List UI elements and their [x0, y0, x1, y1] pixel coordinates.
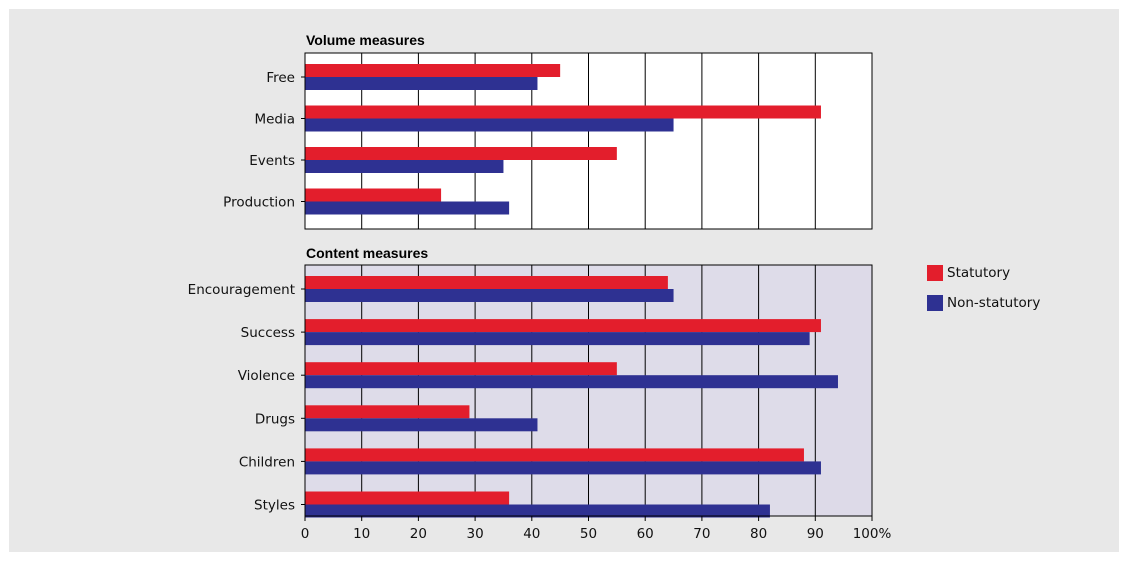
category-label-violence: Violence	[238, 368, 295, 384]
bar-content-children-statutory	[305, 448, 804, 462]
bar-volume-events-non-statutory	[305, 160, 504, 173]
x-tick-label-0: 0	[301, 526, 310, 542]
category-label-drugs: Drugs	[255, 411, 295, 427]
bar-content-encouragement-statutory	[305, 276, 668, 289]
bar-content-styles-non-statutory	[305, 504, 770, 518]
bar-volume-media-non-statutory	[305, 118, 674, 132]
x-tick-label-30: 30	[467, 526, 484, 542]
legend-label-non-statutory: Non-statutory	[947, 295, 1041, 311]
legend-swatch-non-statutory	[927, 295, 943, 311]
bar-volume-media-statutory	[305, 105, 821, 119]
bar-volume-events-statutory	[305, 147, 617, 160]
content-section-title: Content measures	[306, 245, 429, 261]
legend-item-non-statutory: Non-statutory	[927, 294, 1040, 312]
bar-content-styles-statutory	[305, 491, 510, 505]
category-label-encouragement: Encouragement	[188, 282, 295, 298]
category-label-success: Success	[241, 325, 295, 341]
bar-content-drugs-non-statutory	[305, 418, 538, 432]
category-label-children: Children	[239, 454, 295, 470]
bar-content-success-non-statutory	[305, 332, 810, 346]
x-tick-label-40: 40	[523, 526, 540, 542]
bar-content-children-non-statutory	[305, 461, 821, 475]
bar-volume-free-statutory	[305, 64, 561, 77]
legend: Statutory Non-statutory	[927, 264, 1040, 324]
x-tick-label-90: 90	[807, 526, 824, 542]
x-tick-label-70: 70	[693, 526, 710, 542]
category-label-events: Events	[249, 153, 295, 169]
volume-plot-frame	[304, 52, 873, 230]
x-tick-label-10: 10	[353, 526, 370, 542]
x-tick-label-60: 60	[637, 526, 654, 542]
bar-content-violence-statutory	[305, 362, 617, 376]
bar-volume-free-non-statutory	[305, 77, 538, 90]
bar-content-success-statutory	[305, 319, 821, 333]
category-label-media: Media	[254, 112, 295, 128]
bar-content-encouragement-non-statutory	[305, 289, 674, 302]
bar-volume-production-non-statutory	[305, 201, 510, 215]
x-tick-label-80: 80	[750, 526, 767, 542]
bar-content-violence-non-statutory	[305, 375, 838, 389]
legend-swatch-statutory	[927, 265, 943, 281]
legend-label-statutory: Statutory	[947, 265, 1011, 281]
bar-volume-production-statutory	[305, 188, 442, 202]
x-tick-label-100: 100%	[853, 526, 892, 542]
volume-section-title: Volume measures	[306, 32, 425, 48]
category-label-free: Free	[266, 70, 295, 86]
legend-item-statutory: Statutory	[927, 264, 1040, 282]
category-label-production: Production	[223, 195, 295, 211]
category-label-styles: Styles	[254, 498, 295, 514]
x-tick-label-20: 20	[410, 526, 427, 542]
x-tick-label-50: 50	[580, 526, 597, 542]
bar-content-drugs-statutory	[305, 405, 470, 419]
